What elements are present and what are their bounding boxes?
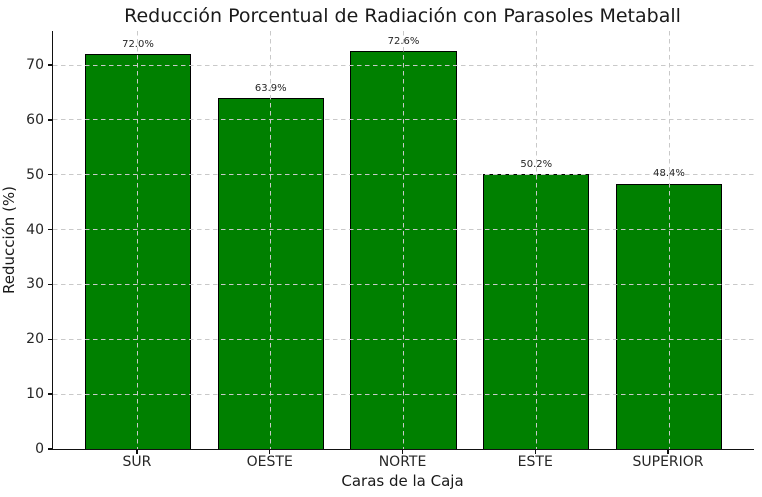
x-tick-label-oeste: OESTE [246,454,293,470]
bar-value-label-oeste: 63.9% [254,83,287,95]
chart-title: Reducción Porcentual de Radiación con Pa… [124,5,681,27]
gridline-x-sur [137,31,139,449]
x-tick-mark [269,450,271,454]
y-tick-mark [48,283,52,286]
gridline-x-este [535,31,537,449]
y-tick-label: 50 [26,166,44,183]
x-tick-label-norte: NORTE [378,454,427,470]
bar-value-label-superior: 48.4% [653,168,685,180]
y-tick-mark [48,228,52,231]
y-tick-mark [48,448,52,450]
x-tick-mark [401,450,404,454]
y-tick-label: 60 [26,111,44,128]
plot-area: 72.0% 63.9% 72.6% 50.2% 48.4% [52,31,754,450]
bar-value-label-sur: 72.0% [122,39,154,51]
x-tick-mark [534,450,536,454]
x-tick-label-sur: SUR [122,454,152,470]
gridline-x-superior [668,31,670,449]
bar-value-label-norte: 72.6% [387,35,420,47]
y-tick-mark [48,338,52,340]
y-tick-mark [48,64,52,66]
y-tick-label: 10 [26,386,44,403]
x-axis-label: Caras de la Caja [341,472,464,490]
y-tick-mark [48,174,52,176]
y-tick-label: 70 [26,57,44,73]
y-tick-mark [48,119,52,121]
x-tick-mark [136,450,138,454]
x-tick-mark [667,450,669,454]
y-tick-label: 0 [35,441,44,457]
bar-value-label-este: 50.2% [520,158,553,170]
y-tick-label: 40 [26,221,44,238]
x-tick-label-superior: SUPERIOR [632,454,704,470]
gridline-x-oeste [270,31,272,449]
y-tick-label: 30 [26,276,44,293]
y-tick-label: 20 [26,331,44,348]
gridline-x-norte [403,31,404,449]
x-tick-label-este: ESTE [517,454,553,470]
y-tick-mark [48,393,52,395]
